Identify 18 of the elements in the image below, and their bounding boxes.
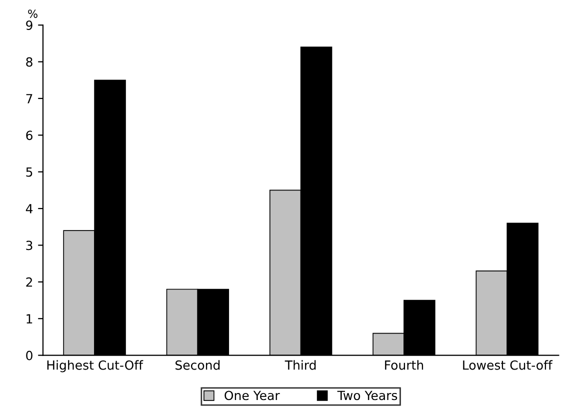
x-tick-label: Highest Cut-Off	[47, 360, 144, 372]
y-tick-label: 3	[26, 240, 32, 250]
x-tick-label: Second	[176, 360, 220, 370]
y-tick-label: 5	[26, 167, 32, 177]
y-tick-label: 7	[26, 94, 32, 104]
x-tick-label: Fourth	[385, 360, 424, 370]
x-tick-label: Lowest Cut-off	[463, 360, 553, 370]
y-tick-label: 0	[26, 350, 32, 360]
legend-label: One Year	[224, 390, 280, 400]
y-axis-title: %	[28, 10, 38, 18]
y-tick-label: 1	[26, 314, 32, 324]
y-tick-label: 2	[26, 277, 32, 287]
y-tick-label: 8	[26, 57, 32, 67]
x-tick-label: Third	[284, 360, 316, 370]
y-tick-label: 6	[26, 130, 32, 140]
y-tick-label: 9	[26, 20, 32, 30]
legend-label: Two Years	[337, 390, 398, 400]
y-tick-label: 4	[26, 204, 33, 214]
